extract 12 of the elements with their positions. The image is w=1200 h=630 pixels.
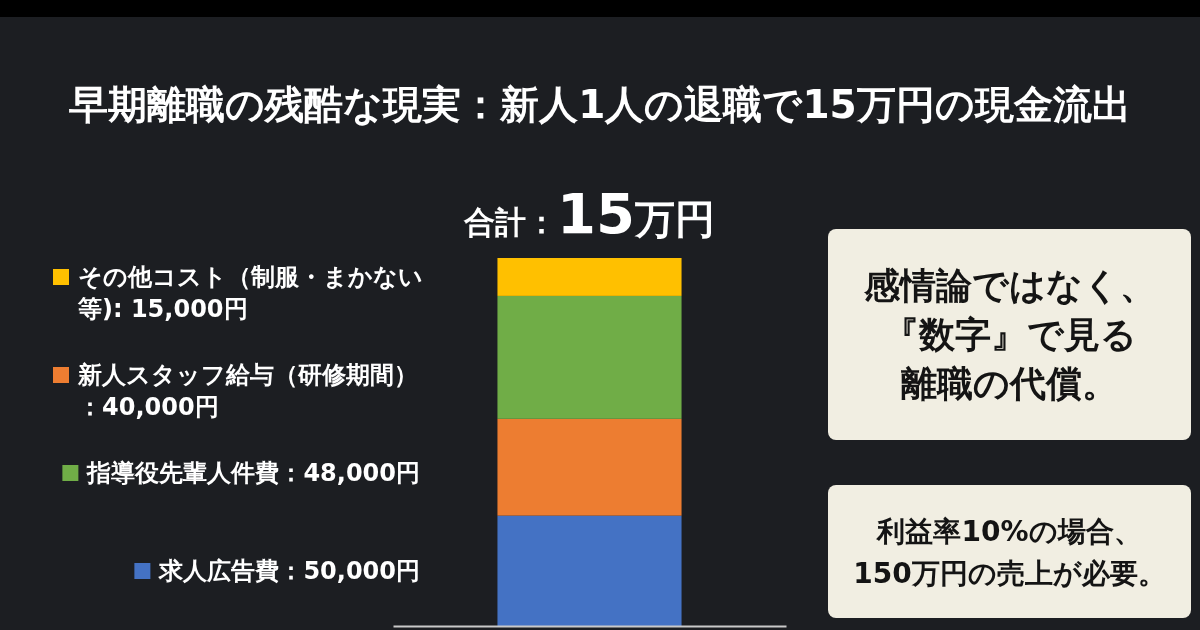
legend-label: その他コスト（制服・まかない等): 15,000円 xyxy=(77,263,423,323)
legend-label: 求人広告費：50,000円 xyxy=(158,557,420,585)
text: 利益率10%の場合、150万円の売上が必要。 xyxy=(853,514,1166,590)
text: 感情論ではなく、『数字』で見る離職の代償。 xyxy=(862,265,1156,405)
bar xyxy=(497,258,682,296)
legend-label: 指導役先輩人件費：48,000円 xyxy=(86,459,420,487)
bar xyxy=(497,295,682,419)
bar xyxy=(497,515,682,626)
legend-label: 新人スタッフ給与（研修期間）：40,000円 xyxy=(77,361,418,421)
text: 合計：15万円 xyxy=(463,181,715,246)
bar xyxy=(497,418,682,516)
chart-title: 早期離職の残酷な現実：新人1人の退職で15万円の現金流出 xyxy=(68,82,1131,127)
